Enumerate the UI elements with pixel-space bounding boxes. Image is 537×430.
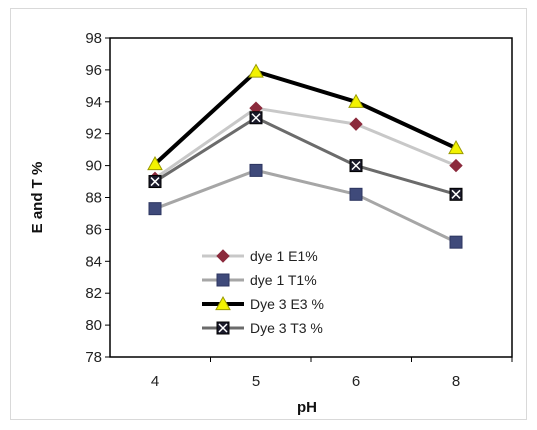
y-tick-label: 86 bbox=[85, 221, 102, 238]
data-point-s4-1-x bbox=[150, 177, 160, 187]
y-tick-label: 98 bbox=[85, 30, 102, 47]
x-axis-title: pH bbox=[297, 399, 317, 416]
data-point-s3-1 bbox=[147, 155, 163, 171]
legend-label-1: dye 1 E1% bbox=[250, 248, 318, 264]
x-tick-label: 8 bbox=[452, 373, 460, 390]
y-tick-label: 94 bbox=[85, 94, 102, 111]
legend-label-2: dye 1 T1% bbox=[250, 272, 317, 288]
legend-marker-2 bbox=[216, 273, 230, 287]
data-point-s2-4 bbox=[449, 235, 463, 249]
y-tick-label: 90 bbox=[85, 158, 102, 175]
series-line-3 bbox=[153, 69, 457, 166]
data-point-s2-3 bbox=[349, 187, 363, 201]
legend-marker-1 bbox=[216, 249, 230, 263]
data-point-s4-4-x bbox=[451, 189, 461, 199]
legend-label-4: Dye 3 T3 % bbox=[250, 320, 323, 336]
y-tick-label: 96 bbox=[85, 62, 102, 79]
data-point-s3-4 bbox=[448, 140, 464, 155]
x-tick-label: 4 bbox=[151, 373, 159, 390]
series-line-4 bbox=[154, 116, 457, 196]
series-line-2 bbox=[154, 168, 457, 244]
y-tick-label: 78 bbox=[85, 349, 102, 366]
data-point-s1-3 bbox=[349, 117, 363, 131]
y-tick-label: 88 bbox=[85, 190, 102, 207]
data-point-s3-3 bbox=[348, 93, 364, 108]
data-point-s2-2 bbox=[249, 163, 263, 177]
data-point-s1-4 bbox=[449, 158, 463, 173]
data-point-s3-2 bbox=[248, 63, 264, 78]
y-tick-label: 84 bbox=[85, 253, 102, 270]
data-point-s4-2-x bbox=[251, 113, 261, 123]
legend-label-3: Dye 3 E3 % bbox=[250, 296, 324, 312]
y-tick-label: 82 bbox=[85, 285, 102, 302]
x-tick-label: 6 bbox=[352, 373, 360, 390]
legend-marker-3 bbox=[215, 295, 231, 311]
data-point-s4-3-x bbox=[351, 161, 361, 171]
y-tick-label: 92 bbox=[85, 126, 102, 143]
y-tick-label: 80 bbox=[85, 317, 102, 334]
data-point-s2-1 bbox=[148, 202, 162, 216]
series-line-1 bbox=[154, 106, 457, 180]
y-axis-title: E and T % bbox=[29, 162, 46, 234]
x-tick-label: 5 bbox=[252, 373, 260, 390]
legend-marker-4-x bbox=[218, 323, 228, 333]
